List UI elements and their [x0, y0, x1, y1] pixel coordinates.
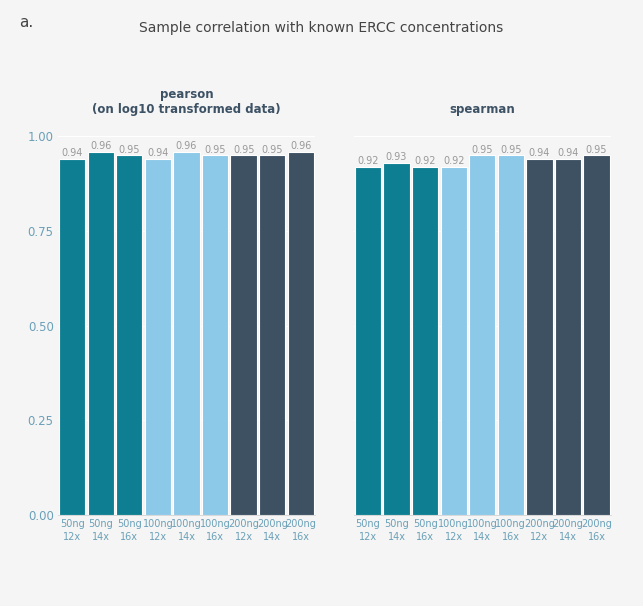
Text: 0.95: 0.95 [233, 144, 255, 155]
Text: Sample correlation with known ERCC concentrations: Sample correlation with known ERCC conce… [140, 21, 503, 35]
Bar [583, 155, 610, 515]
Text: 0.94: 0.94 [147, 148, 168, 158]
Text: 0.96: 0.96 [290, 141, 311, 151]
Text: 0.92: 0.92 [358, 156, 379, 166]
Bar [412, 167, 439, 515]
Text: 0.94: 0.94 [62, 148, 83, 158]
Text: 0.96: 0.96 [90, 141, 111, 151]
Text: 0.94: 0.94 [557, 148, 579, 158]
Text: 0.95: 0.95 [586, 144, 607, 155]
Bar [87, 152, 114, 515]
Text: a.: a. [19, 15, 33, 30]
Title: pearson
(on log10 transformed data): pearson (on log10 transformed data) [92, 88, 281, 116]
Bar [230, 155, 257, 515]
Text: 0.96: 0.96 [176, 141, 197, 151]
Bar [287, 152, 314, 515]
Bar [145, 159, 171, 515]
Bar [383, 163, 410, 515]
Bar [555, 159, 581, 515]
Bar [116, 155, 143, 515]
Bar [440, 167, 467, 515]
Bar [59, 159, 86, 515]
Bar [259, 155, 285, 515]
Text: 0.95: 0.95 [204, 144, 226, 155]
Bar [526, 159, 552, 515]
Bar [355, 167, 381, 515]
Text: 0.92: 0.92 [443, 156, 464, 166]
Text: 0.95: 0.95 [500, 144, 521, 155]
Title: spearman: spearman [449, 103, 515, 116]
Bar [202, 155, 228, 515]
Text: 0.95: 0.95 [471, 144, 493, 155]
Bar [174, 152, 199, 515]
Bar [498, 155, 524, 515]
Text: 0.95: 0.95 [118, 144, 140, 155]
Text: 0.94: 0.94 [529, 148, 550, 158]
Text: 0.93: 0.93 [386, 152, 407, 162]
Text: 0.95: 0.95 [262, 144, 283, 155]
Bar [469, 155, 495, 515]
Text: 0.92: 0.92 [414, 156, 436, 166]
